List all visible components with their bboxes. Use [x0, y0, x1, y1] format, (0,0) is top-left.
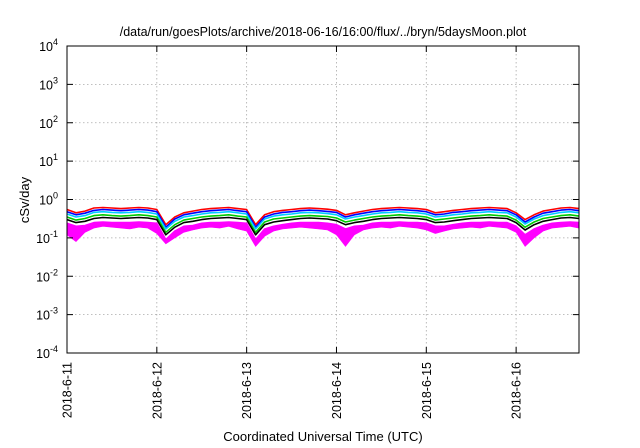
y-tick-label: 102: [39, 114, 58, 131]
y-tick-label: 10-3: [36, 306, 58, 323]
y-tick-label: 10-2: [36, 267, 58, 284]
x-tick-label: 2018-6-12: [150, 362, 164, 419]
series-lines: [66, 206, 580, 241]
series-line: [66, 206, 580, 226]
x-tick-label: 2018-6-13: [240, 362, 254, 419]
y-tick-label: 104: [39, 37, 58, 54]
series-line: [66, 208, 580, 228]
x-tick-label: 2018-6-15: [420, 362, 434, 419]
x-tick-label: 2018-6-14: [330, 362, 344, 419]
y-tick-label: 103: [39, 75, 58, 92]
y-tick-label: 10-1: [36, 229, 58, 246]
series-line: [66, 216, 580, 236]
fill-band-area: [66, 221, 580, 247]
x-tick-label: 2018-6-11: [61, 362, 75, 418]
chart-title: /data/run/goesPlots/archive/2018-06-16/1…: [120, 25, 527, 39]
y-tick-label: 10-4: [36, 344, 58, 361]
fill-band: [66, 221, 580, 247]
x-axis-label: Coordinated Universal Time (UTC): [223, 429, 422, 444]
y-axis-label: cSv/day: [17, 176, 32, 223]
series-line: [66, 221, 580, 241]
grid: [66, 46, 579, 353]
series-line: [66, 210, 580, 230]
y-tick-label: 100: [39, 191, 58, 208]
x-tick-label: 2018-6-16: [510, 362, 524, 419]
series-line: [66, 214, 580, 234]
y-axis: 10-4 10-3 10-2 10-1 100 101 102 103 104: [36, 37, 579, 361]
y-tick-label: 101: [39, 152, 58, 169]
x-axis: 2018-6-11 2018-6-12 2018-6-13 2018-6-14 2018…: [61, 46, 524, 419]
